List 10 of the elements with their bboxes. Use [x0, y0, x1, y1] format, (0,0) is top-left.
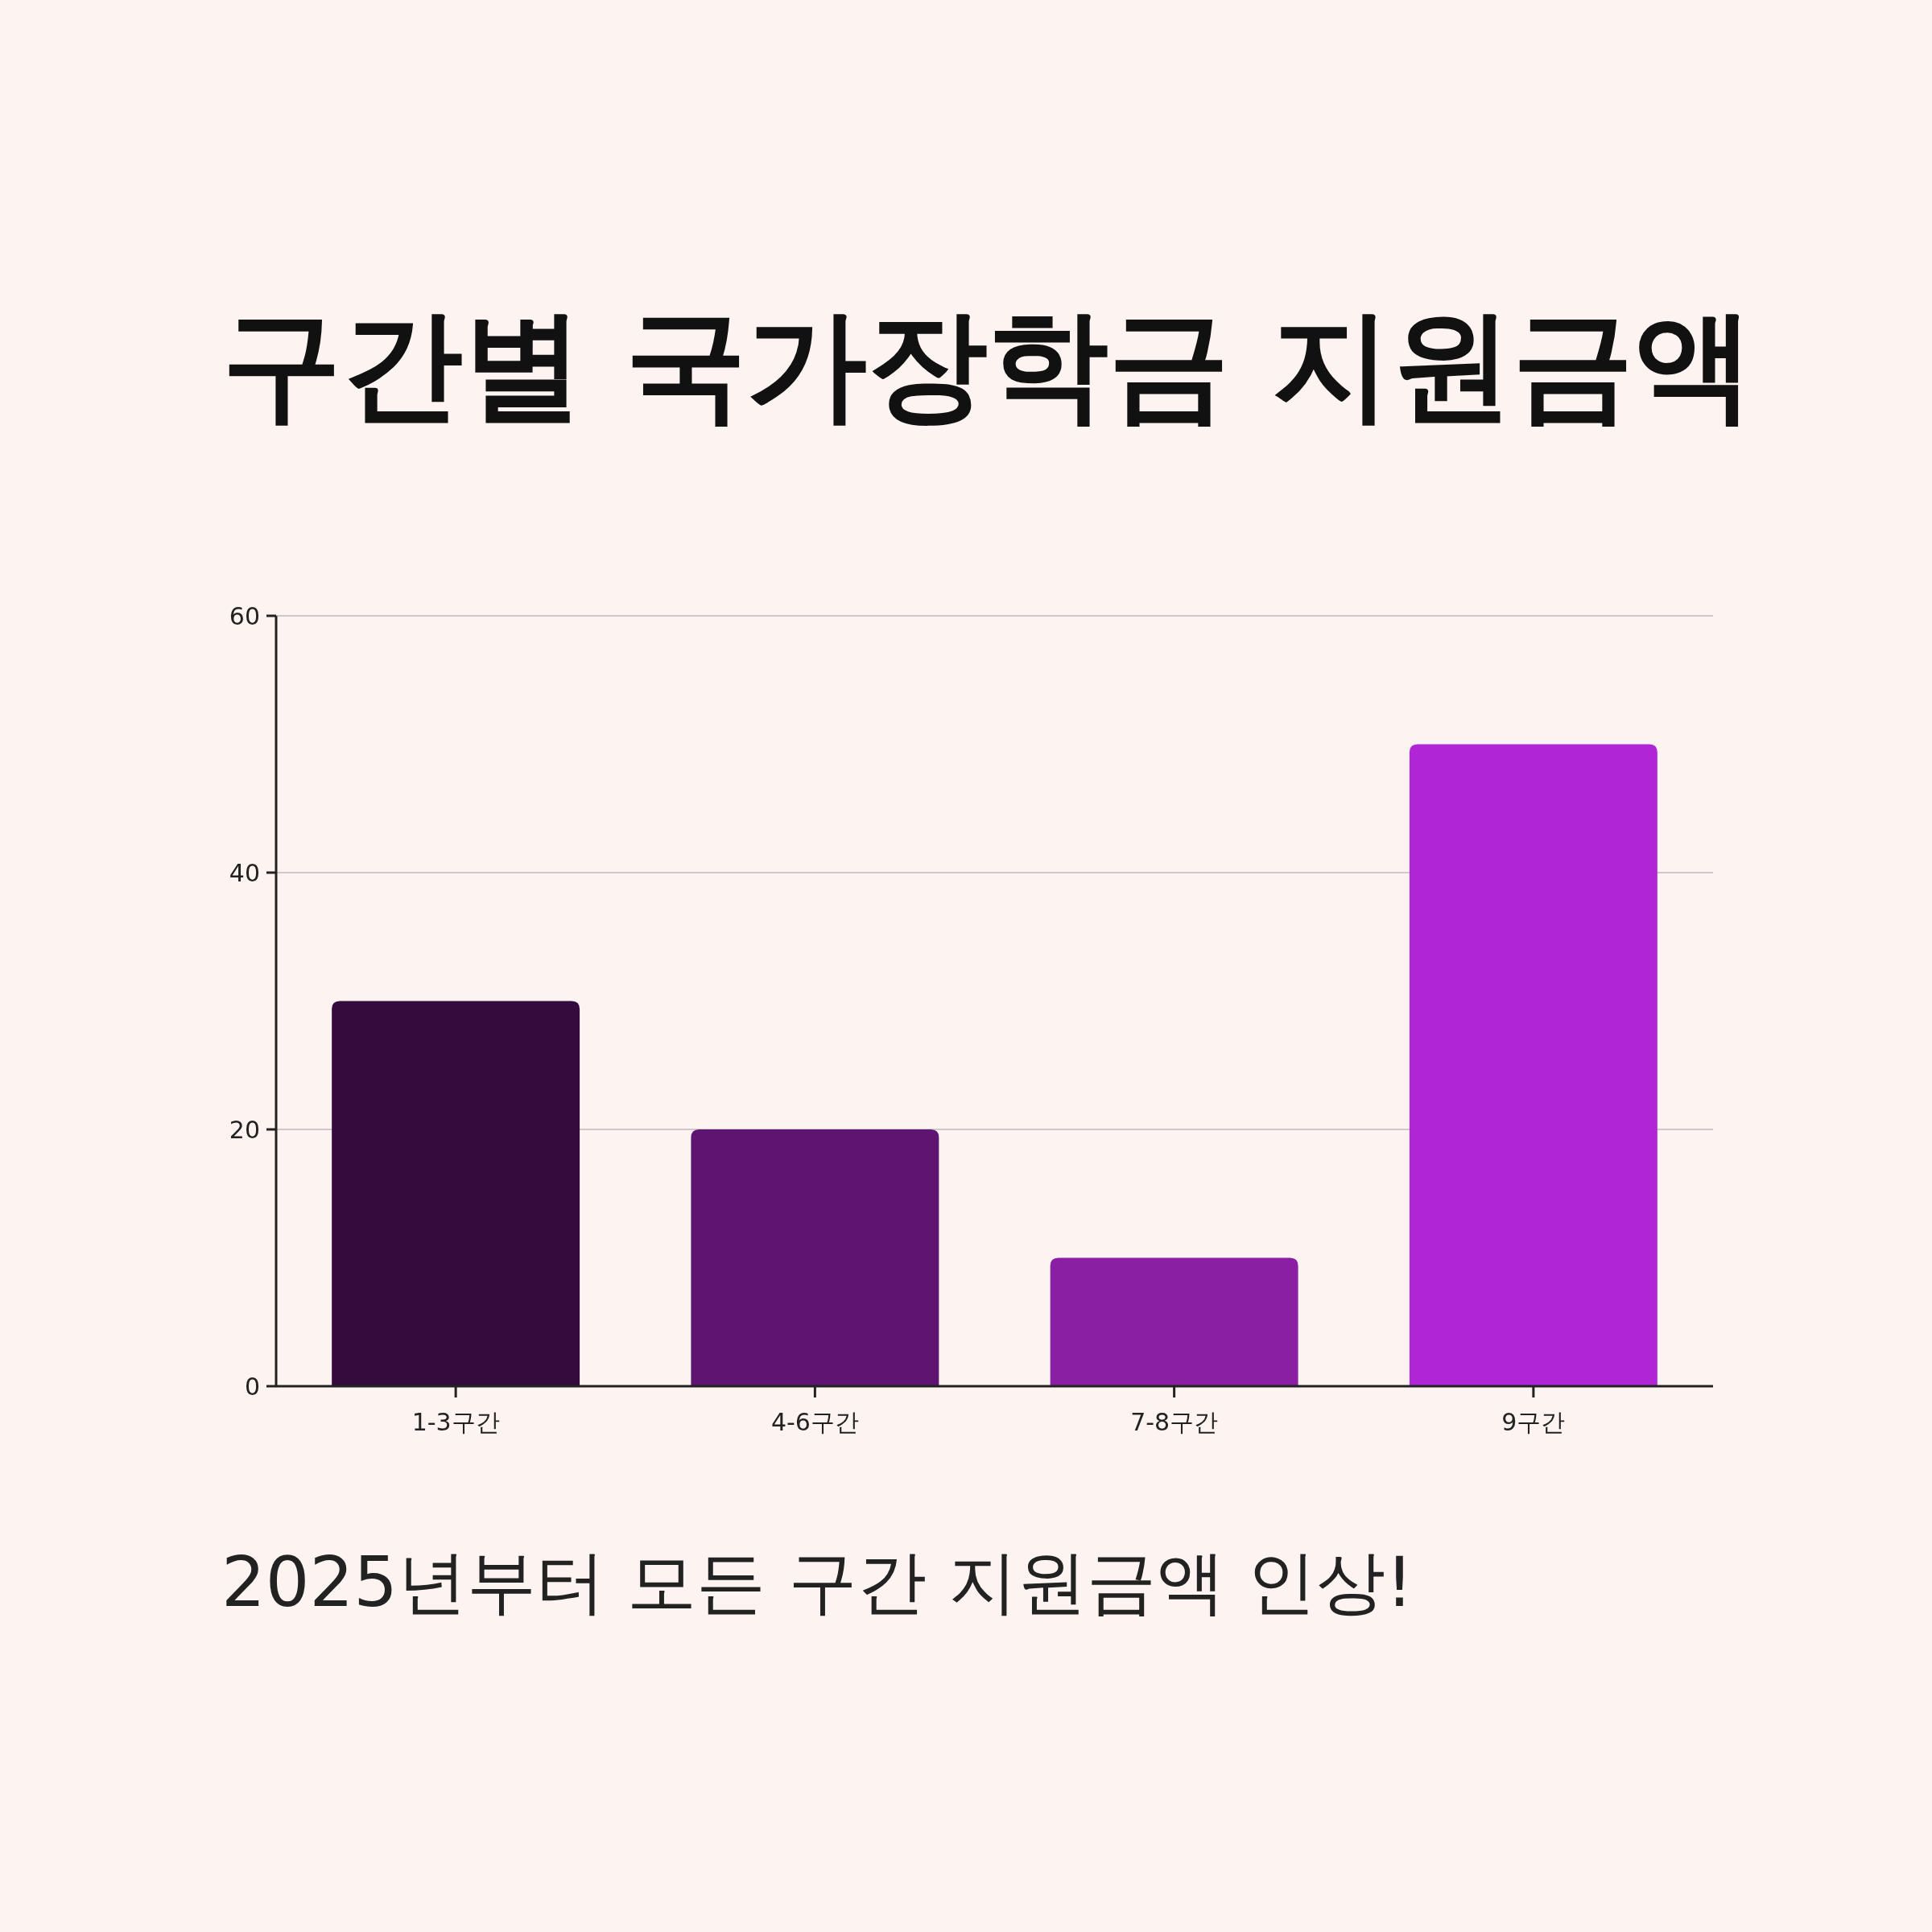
y-tick-label: 60	[229, 602, 260, 630]
y-tick-label: 20	[229, 1116, 260, 1144]
x-tick-label: 1-3구간	[411, 1408, 500, 1436]
x-tick-label: 9구간	[1501, 1408, 1566, 1436]
x-tick-label: 7-8구간	[1130, 1408, 1219, 1436]
text: 2025년부터 모든 구간 지원금액 인상!	[221, 1542, 1414, 1622]
y-tick-label: 40	[229, 859, 260, 887]
title: 구간별 국가장학금 지원금액	[221, 295, 1755, 435]
y-tick-label: 0	[244, 1373, 260, 1401]
x-tick-label: 4-6구간	[770, 1408, 859, 1436]
